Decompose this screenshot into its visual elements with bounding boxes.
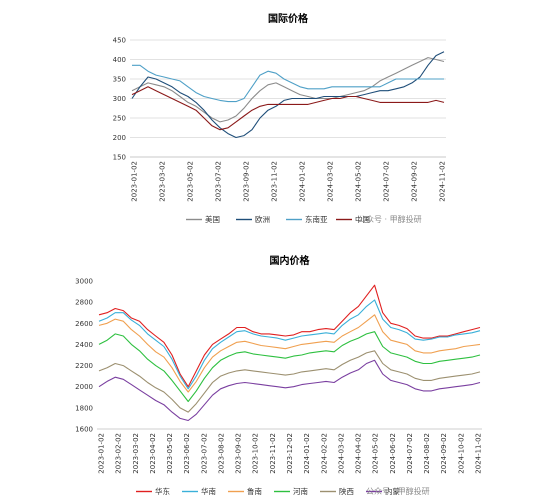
x-tick-label: 2023-09-02 <box>243 161 251 202</box>
x-tick-label: 2023-06-02 <box>183 433 191 474</box>
x-tick-label: 2023-04-02 <box>149 433 157 474</box>
x-tick-label: 2024-06-02 <box>389 433 397 474</box>
x-tick-label: 2023-01-02 <box>98 433 106 474</box>
chart-title: 国际价格 <box>268 12 309 25</box>
x-tick-label: 2024-05-02 <box>372 433 380 474</box>
series-line-2 <box>132 64 444 103</box>
x-tick-label: 2024-07-02 <box>383 161 391 202</box>
y-tick-label: 350 <box>113 76 126 84</box>
x-tick-label: 2023-08-02 <box>217 433 225 474</box>
y-tick-label: 2600 <box>75 320 93 328</box>
x-tick-label: 2023-07-02 <box>215 161 223 202</box>
x-tick-label: 2024-01-02 <box>299 161 307 202</box>
x-tick-label: 2024-05-02 <box>355 161 363 202</box>
legend-label: 中国 <box>355 214 370 224</box>
watermark-text: 公众号 · 甲醇投研 <box>358 214 422 224</box>
series-line-5 <box>98 359 481 422</box>
y-tick-label: 200 <box>113 134 126 142</box>
x-tick-label: 2024-03-02 <box>337 433 345 474</box>
domestic-price-chart: 国内价格 1600 1800 2000 2200 2400 2600 2800 3000 2023… <box>75 254 483 496</box>
y-tick-label: 300 <box>113 95 126 103</box>
x-tick-label: 2023-03-02 <box>159 161 167 202</box>
y-tick-label: 3000 <box>75 278 93 286</box>
y-tick-label: 400 <box>113 56 126 64</box>
international-price-chart: 国际价格 150 200 250 300 350 400 450 2023-01-02 2023-… <box>113 12 447 224</box>
x-tick-label: 2024-09-02 <box>440 433 448 474</box>
series-line-1 <box>131 51 445 139</box>
x-tick-label: 2023-02-02 <box>115 433 123 474</box>
x-tick-label: 2023-10-02 <box>252 433 260 474</box>
series-line-3 <box>131 86 445 131</box>
y-tick-label: 150 <box>113 154 126 162</box>
legend-label: 华南 <box>201 486 216 496</box>
x-tick-label: 2023-09-02 <box>235 433 243 474</box>
series-line-2 <box>98 314 481 393</box>
x-tick-label: 2024-11-02 <box>475 433 483 474</box>
x-tick-label: 2024-09-02 <box>411 161 419 202</box>
x-tick-label: 2024-08-02 <box>423 433 431 474</box>
x-tick-label: 2024-02-02 <box>320 433 328 474</box>
legend-label: 东南亚 <box>305 214 328 224</box>
series-line-0 <box>131 57 445 123</box>
x-tick-label: 2023-05-02 <box>187 161 195 202</box>
legend-label: 陕西 <box>339 486 354 496</box>
x-tick-label: 2023-11-02 <box>271 161 279 202</box>
legend-label: 美国 <box>205 214 220 224</box>
x-tick-label: 2024-11-02 <box>439 161 447 202</box>
series-line-1 <box>98 299 481 390</box>
y-tick-label: 1600 <box>75 426 93 434</box>
x-tick-label: 2023-03-02 <box>132 433 140 474</box>
x-tick-label: 2024-10-02 <box>457 433 465 474</box>
x-tick-label: 2023-01-02 <box>131 161 139 202</box>
x-tick-label: 2023-07-02 <box>200 433 208 474</box>
x-tick-label: 2024-04-02 <box>355 433 363 474</box>
legend-label: 河南 <box>293 486 308 496</box>
y-tick-label: 250 <box>113 115 126 123</box>
series-line-0 <box>98 284 481 388</box>
series-line-4 <box>98 350 481 413</box>
y-tick-label: 1800 <box>75 404 93 412</box>
y-tick-label: 2200 <box>75 362 93 370</box>
x-tick-label: 2024-01-02 <box>303 433 311 474</box>
legend-label: 内蒙 <box>385 486 400 496</box>
watermark-text: 公众号 · 甲醇投研 <box>366 486 430 496</box>
y-tick-label: 450 <box>113 37 126 45</box>
x-tick-label: 2023-12-02 <box>286 433 294 474</box>
series-line-3 <box>98 331 481 403</box>
chart-title: 国内价格 <box>270 254 311 267</box>
x-tick-label: 2023-11-02 <box>269 433 277 474</box>
y-tick-label: 2000 <box>75 383 93 391</box>
y-tick-label: 2800 <box>75 299 93 307</box>
x-tick-label: 2024-03-02 <box>327 161 335 202</box>
x-tick-label: 2024-07-02 <box>406 433 414 474</box>
legend-label: 欧洲 <box>255 214 270 224</box>
legend-label: 鲁南 <box>247 486 262 496</box>
y-tick-label: 2400 <box>75 341 93 349</box>
x-tick-label: 2023-05-02 <box>166 433 174 474</box>
legend-label: 华东 <box>155 486 170 496</box>
